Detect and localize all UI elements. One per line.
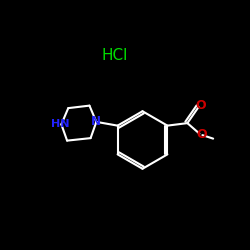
Text: O: O	[196, 128, 207, 141]
Text: N: N	[91, 116, 101, 128]
Text: O: O	[195, 99, 206, 112]
Text: HCl: HCl	[102, 48, 128, 62]
Text: HN: HN	[51, 120, 69, 130]
